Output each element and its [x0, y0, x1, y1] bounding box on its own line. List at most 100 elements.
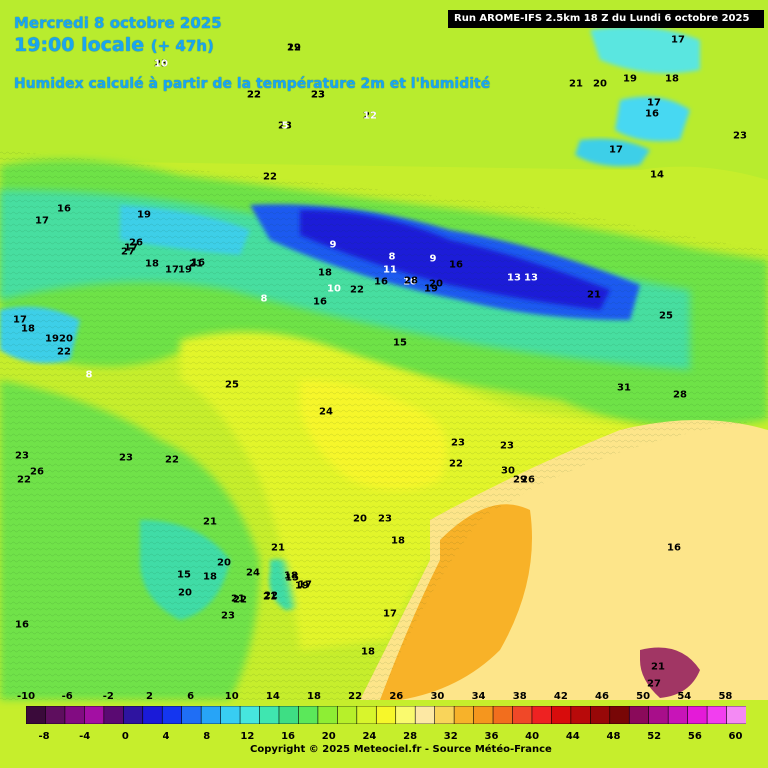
colorbar-top-tick: -10: [16, 691, 36, 702]
contour-value-label: 19: [137, 209, 151, 221]
contour-value-label: 18: [284, 570, 298, 582]
colorbar-top-tick: 6: [187, 691, 195, 702]
contour-value-label: 19: [424, 283, 438, 295]
copyright: Copyright © 2025 Meteociel.fr - Source M…: [250, 744, 552, 755]
contour-value-label: 23: [278, 120, 292, 132]
colorbar-swatch: [453, 706, 475, 724]
contour-value-label: 22: [263, 171, 277, 183]
colorbar-swatch: [220, 706, 241, 724]
colorbar-bottom-tick: 28: [403, 731, 418, 742]
contour-value-label: 14: [650, 169, 664, 181]
contour-value-label: 8: [388, 251, 396, 263]
contour-value-label: 26: [129, 237, 143, 249]
colorbar-top-tick: 30: [430, 691, 445, 702]
contour-value-label: 19: [287, 42, 301, 54]
contour-value-label: 16: [374, 276, 388, 288]
colorbar-swatch: [45, 706, 66, 724]
contour-value-label: 28: [673, 389, 687, 401]
colorbar-swatch: [706, 706, 728, 724]
colorbar-top-tick: -2: [102, 691, 114, 702]
colorbar-top-tick: 26: [389, 691, 404, 702]
contour-value-label: 23: [154, 58, 168, 70]
colorbar-swatch: [628, 706, 650, 724]
contour-value-label: 17: [165, 264, 179, 276]
contour-value-label: 21: [231, 593, 245, 605]
colorbar-top-tick: 14: [265, 691, 280, 702]
contour-value-label: 18: [361, 646, 375, 658]
colorbar-bottom-tick: 24: [362, 731, 377, 742]
colorbar-bottom-tick: 0: [121, 731, 129, 742]
contour-value-label: 20: [217, 557, 231, 569]
contour-value-label: 16: [313, 296, 327, 308]
contour-value-label: 11: [383, 264, 397, 276]
contour-value-label: 22: [247, 89, 261, 101]
contour-value-label: 23: [500, 440, 514, 452]
contour-value-label: 23: [15, 450, 29, 462]
contour-value-label: 19: [295, 580, 309, 592]
map-description: Humidex calculé à partir de la températu…: [14, 76, 491, 92]
colorbar-bottom-tick: 48: [606, 731, 621, 742]
colorbar-swatch: [414, 706, 436, 724]
contour-value-label: 22: [449, 458, 463, 470]
colorbar-bottom-tick: 44: [565, 731, 580, 742]
colorbar-top-tick: 18: [307, 691, 321, 702]
colorbar-swatch: [434, 706, 455, 724]
colorbar-swatch: [298, 706, 319, 724]
contour-value-label: 18: [21, 323, 35, 335]
contour-value-label: 19: [623, 73, 637, 85]
contour-value-label: 21: [263, 591, 277, 603]
colorbar-bottom-tick: 32: [443, 731, 458, 742]
contour-value-label: 10: [327, 283, 341, 295]
colorbar-top-tick: 58: [718, 691, 733, 702]
contour-value-label: 23: [378, 513, 392, 525]
contour-value-label: 16: [57, 203, 71, 215]
contour-value-label: 20: [353, 513, 367, 525]
lead-time: (+ 47h): [150, 37, 214, 55]
contour-value-label: 20: [429, 278, 443, 290]
colorbar-bottom-tick: 8: [203, 731, 211, 742]
contour-value-label: 18: [318, 267, 332, 279]
colorbar-top-tick: 2: [145, 691, 153, 702]
contour-value-label: 22: [264, 590, 278, 602]
colorbar-swatch: [726, 706, 746, 724]
contour-value-label: 23: [119, 452, 133, 464]
contour-value-label: 5: [281, 120, 289, 132]
colorbar-bottom-tick: -4: [79, 731, 91, 742]
contour-value-label: 28: [404, 275, 418, 287]
contour-value-label: 26: [521, 474, 535, 486]
contour-value-label: 17: [671, 34, 685, 46]
colorbar-top-tick: 46: [595, 691, 609, 702]
contour-value-label: 13: [507, 272, 521, 284]
contour-value-label: 18: [665, 73, 679, 85]
contour-value-label: 15: [177, 569, 191, 581]
contour-value-label: 29: [513, 474, 527, 486]
contour-value-label: 18: [203, 571, 217, 583]
contour-value-label: 21: [651, 661, 665, 673]
contour-value-label: 30: [501, 465, 515, 477]
contour-value-label: 20: [178, 587, 192, 599]
colorbar-swatch: [687, 706, 708, 724]
colorbar-swatch: [648, 706, 669, 724]
colorbar-swatch: [337, 706, 358, 724]
colorbar-top-tick: 38: [512, 691, 527, 702]
contour-value-label: 31: [617, 382, 631, 394]
forecast-date: Mercredi 8 octobre 2025: [14, 14, 222, 32]
contour-value-label: 21: [203, 516, 217, 528]
contour-value-label: 22: [233, 594, 247, 606]
colorbar-bottom-tick: 60: [728, 731, 743, 742]
contour-value-label: 18: [391, 535, 405, 547]
contour-value-label: 17: [298, 579, 312, 591]
colorbar-swatch: [667, 706, 689, 724]
contour-value-label: 10: [154, 58, 168, 70]
contour-value-label: 21: [271, 542, 285, 554]
colorbar-swatch: [103, 706, 125, 724]
contour-value-label: 23: [311, 89, 325, 101]
colorbar-top-tick: 54: [677, 691, 692, 702]
colorbar-swatch: [531, 706, 553, 724]
colorbar-swatch: [590, 706, 611, 724]
contour-value-label: 15: [285, 572, 299, 584]
contour-value-label: 18: [145, 258, 159, 270]
contour-value-label: 20: [59, 333, 73, 345]
